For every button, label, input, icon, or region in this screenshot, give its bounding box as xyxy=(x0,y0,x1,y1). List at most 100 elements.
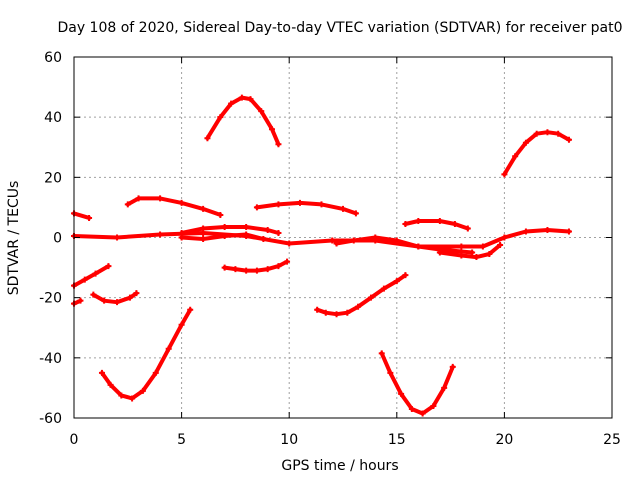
data-point xyxy=(393,278,400,285)
series-line xyxy=(125,196,223,217)
data-point xyxy=(157,195,164,202)
data-point xyxy=(501,234,508,241)
data-point xyxy=(380,285,387,292)
data-point xyxy=(253,267,260,274)
data-point xyxy=(415,243,422,250)
data-point xyxy=(275,229,282,236)
series-arc-08 xyxy=(178,223,282,236)
y-axis-label: SDTVAR / TECUs xyxy=(6,181,22,296)
data-point xyxy=(441,384,448,391)
data-point xyxy=(296,199,303,206)
series-line xyxy=(72,264,111,288)
y-tick-label: 40 xyxy=(44,110,62,126)
data-point xyxy=(497,242,504,249)
data-point xyxy=(200,236,207,243)
data-point xyxy=(533,130,540,137)
x-tick-label: 5 xyxy=(177,432,186,448)
x-tick-label: 10 xyxy=(280,432,298,448)
data-point xyxy=(118,392,125,399)
data-point xyxy=(512,153,519,160)
y-tick-label: 60 xyxy=(44,50,62,66)
data-point xyxy=(129,395,136,402)
data-point xyxy=(124,201,131,208)
y-tick-label: -20 xyxy=(39,291,62,307)
data-point xyxy=(243,223,250,230)
data-point xyxy=(98,369,105,376)
data-point xyxy=(340,205,346,212)
x-tick-label: 20 xyxy=(495,432,513,448)
data-point xyxy=(565,228,572,235)
series-line xyxy=(315,273,408,317)
data-point xyxy=(387,369,394,376)
data-point xyxy=(243,231,250,238)
data-point xyxy=(329,237,336,244)
x-tick-label: 15 xyxy=(388,432,406,448)
data-point xyxy=(157,231,164,238)
data-point xyxy=(247,96,254,103)
series-arc-10 xyxy=(204,94,282,148)
series-arc-12 xyxy=(253,199,359,217)
data-point xyxy=(458,252,465,259)
x-tick-label: 25 xyxy=(603,432,621,448)
data-point xyxy=(114,299,121,306)
data-point xyxy=(200,225,207,232)
data-point xyxy=(314,306,321,313)
data-point xyxy=(253,204,260,211)
series-arc-17 xyxy=(436,242,504,261)
data-point xyxy=(419,410,426,417)
series-arc-11 xyxy=(221,258,291,274)
data-point xyxy=(430,402,437,409)
data-point xyxy=(204,135,211,142)
data-point xyxy=(464,225,471,232)
data-point xyxy=(355,303,362,310)
data-point xyxy=(264,266,271,273)
y-tick-labels: -60 -40 -20 0 20 40 60 xyxy=(39,50,62,427)
series-line xyxy=(100,307,193,401)
data-point xyxy=(415,217,422,224)
data-point xyxy=(451,220,458,227)
data-point xyxy=(378,350,385,357)
data-point xyxy=(178,199,185,206)
data-point xyxy=(165,345,172,352)
data-point xyxy=(555,130,562,137)
x-axis-label: GPS time / hours xyxy=(281,458,398,474)
data-point xyxy=(126,294,133,301)
data-point xyxy=(486,251,493,258)
data-series xyxy=(71,94,572,417)
data-point xyxy=(217,114,224,121)
grid xyxy=(74,57,612,418)
data-point xyxy=(187,306,194,313)
data-point xyxy=(200,205,207,212)
data-point xyxy=(469,249,476,256)
data-point xyxy=(260,236,267,243)
data-point xyxy=(238,94,245,101)
data-point xyxy=(449,363,456,370)
data-point xyxy=(473,254,480,261)
data-point xyxy=(398,390,405,397)
series-arc-06 xyxy=(98,306,194,402)
data-point xyxy=(275,201,282,208)
x-tick-labels: 0 5 10 15 20 25 xyxy=(70,432,621,448)
data-point xyxy=(408,405,415,412)
data-point xyxy=(275,141,282,148)
series-arc-16 xyxy=(402,217,471,232)
series-arc-05 xyxy=(90,290,140,306)
x-tick-label: 0 xyxy=(70,432,79,448)
data-point xyxy=(258,108,265,115)
data-point xyxy=(77,297,84,304)
data-point xyxy=(544,129,551,136)
data-point xyxy=(107,381,114,388)
data-point xyxy=(479,243,486,250)
series-arc-18 xyxy=(501,129,572,178)
data-point xyxy=(178,234,185,241)
data-point xyxy=(114,234,121,241)
data-point xyxy=(105,263,112,270)
data-point xyxy=(501,171,508,178)
data-point xyxy=(139,387,146,394)
data-point xyxy=(221,264,228,271)
data-point xyxy=(81,276,88,283)
data-point xyxy=(544,226,551,233)
series-arc-14 xyxy=(333,234,476,256)
data-point xyxy=(333,240,340,247)
data-point xyxy=(243,267,250,274)
